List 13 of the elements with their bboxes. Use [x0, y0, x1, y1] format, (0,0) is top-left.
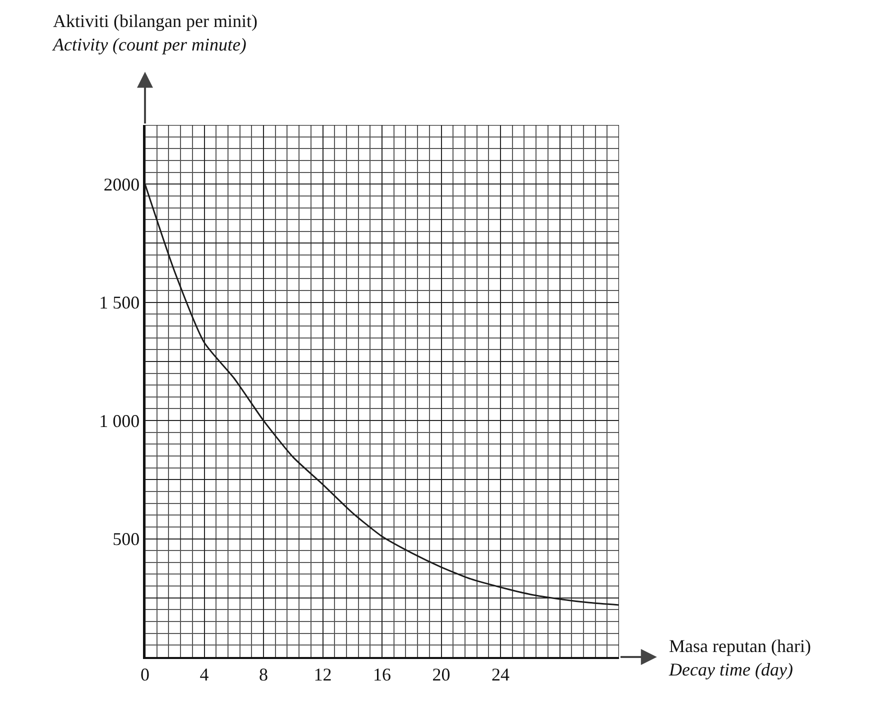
y-tick-label: 1 000 — [99, 410, 140, 431]
x-tick-label: 12 — [314, 664, 332, 684]
x-tick-label: 24 — [492, 664, 510, 684]
x-axis-title: Masa reputan (hari) Decay time (day) — [668, 636, 811, 680]
x-tick-label: 16 — [373, 664, 391, 684]
y-tick-label: 1 500 — [99, 292, 140, 313]
x-tick-label: 20 — [432, 664, 450, 684]
y-tick-label: 2000 — [104, 174, 140, 194]
y-axis-title: Aktiviti (bilangan per minit) Activity (count per minute) — [52, 11, 258, 54]
x-tick-label: 8 — [259, 664, 268, 684]
y-tick-label: 500 — [112, 529, 140, 550]
x-tick-label: 0 — [140, 664, 150, 684]
x-tick-label: 4 — [200, 664, 209, 684]
